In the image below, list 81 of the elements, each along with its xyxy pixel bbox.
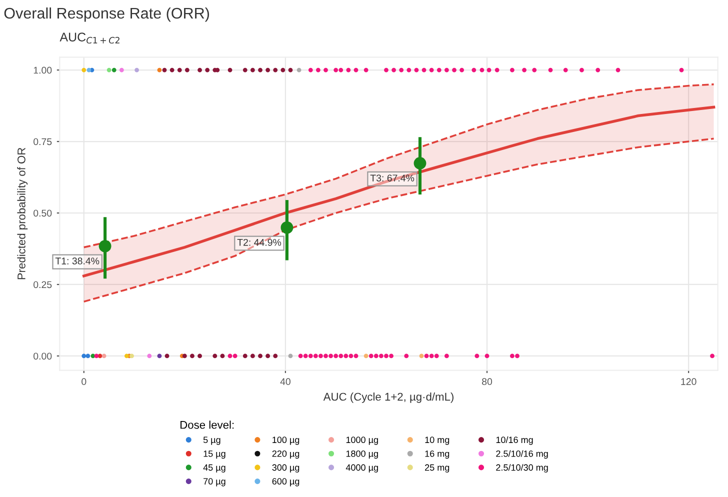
point <box>119 68 124 72</box>
point <box>184 68 190 72</box>
legend-title: Dose level: <box>180 420 234 429</box>
x-axis-title: AUC (Cycle 1+2, µg·d/mL) <box>323 392 454 403</box>
point <box>164 354 170 358</box>
point <box>98 240 112 252</box>
point <box>280 68 286 72</box>
legend-label: 45 µg <box>203 464 226 472</box>
x-tick-label: 80 <box>482 378 492 386</box>
chart-title: Overall Response Rate (ORR) <box>4 7 210 22</box>
legend-label: 2.5/10/16 mg <box>496 450 548 459</box>
legend-label: 16 mg <box>425 450 450 459</box>
point <box>205 68 210 72</box>
point <box>130 354 134 358</box>
point <box>242 354 248 358</box>
point <box>134 68 139 72</box>
x-tick-label: 120 <box>681 378 696 386</box>
chart-subtitle: AUC$_{C1+C2}$ <box>60 32 120 44</box>
y-tick-label: 0.50 <box>34 210 52 217</box>
legend-label: 300 µg <box>272 464 300 472</box>
point <box>296 68 302 72</box>
y-axis-title: Predicted probability of OR <box>17 148 28 280</box>
point <box>273 354 278 358</box>
legend-label: 1800 µg <box>346 450 378 459</box>
point <box>228 68 232 72</box>
point <box>280 221 294 234</box>
point <box>198 68 202 72</box>
legend-label: 220 µg <box>272 450 300 459</box>
legend-label: 10/16 mg <box>496 436 533 445</box>
legend-label: 2.5/10/30 mg <box>496 464 548 472</box>
x-tick-label: 40 <box>280 378 290 386</box>
legend-label: 25 mg <box>425 464 450 472</box>
point <box>106 68 112 72</box>
point <box>364 354 368 358</box>
y-tick-label: 0.25 <box>34 281 52 288</box>
point <box>266 354 270 358</box>
point <box>124 354 129 358</box>
point <box>177 68 182 72</box>
point <box>86 68 92 72</box>
line-series <box>82 83 715 248</box>
legend-label: 15 µg <box>204 450 226 459</box>
point <box>288 354 293 358</box>
legend-label: 10 mg <box>425 436 450 445</box>
point <box>190 354 194 358</box>
point <box>182 354 187 358</box>
y-tick-label: 0.00 <box>34 352 52 360</box>
point <box>112 68 116 72</box>
y-tick-label: 0.75 <box>34 138 52 146</box>
point <box>250 354 255 358</box>
point <box>414 157 426 170</box>
point <box>86 354 90 358</box>
point <box>273 68 278 72</box>
point <box>212 354 218 358</box>
point <box>258 68 262 72</box>
y-tick-label: 1.00 <box>34 66 52 74</box>
legend-label: 70 µg <box>204 478 226 486</box>
point <box>242 68 248 72</box>
point <box>198 354 202 358</box>
point <box>147 354 152 358</box>
annotation: T1: 38.4% <box>55 258 100 264</box>
point <box>157 354 162 358</box>
annotation: T3: 67.4% <box>370 174 414 182</box>
point <box>157 68 162 72</box>
legend-label: 5 µg <box>203 436 220 445</box>
point <box>162 68 167 72</box>
annotation: T2: 44.9% <box>237 238 282 246</box>
point <box>170 68 174 72</box>
point <box>82 68 86 72</box>
x-tick-label: 0 <box>82 378 86 386</box>
point <box>220 354 225 358</box>
legend-label: 1000 µg <box>346 436 378 445</box>
point <box>266 68 270 72</box>
point <box>102 354 106 358</box>
point <box>250 68 255 72</box>
legend-label: 600 µg <box>272 478 300 486</box>
point <box>82 354 86 358</box>
legend-label: 4000 µg <box>346 464 378 472</box>
point <box>419 354 424 358</box>
legend-label: 100 µg <box>272 436 300 445</box>
point <box>288 68 293 72</box>
point <box>258 354 262 358</box>
